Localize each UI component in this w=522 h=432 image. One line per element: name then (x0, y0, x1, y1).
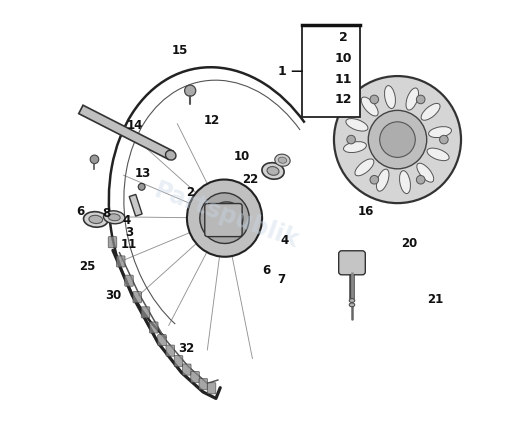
Ellipse shape (417, 163, 434, 182)
Polygon shape (79, 105, 173, 159)
Text: 1 —: 1 — (278, 65, 304, 78)
Circle shape (370, 175, 378, 184)
Text: 12: 12 (335, 93, 352, 106)
Circle shape (334, 76, 461, 203)
Text: 8: 8 (102, 207, 111, 220)
Text: 32: 32 (178, 342, 194, 355)
Circle shape (185, 85, 196, 96)
Ellipse shape (108, 214, 120, 221)
Text: 3: 3 (125, 226, 133, 239)
Ellipse shape (349, 299, 355, 302)
Circle shape (417, 175, 425, 184)
Text: 12: 12 (204, 114, 220, 127)
Ellipse shape (376, 169, 389, 191)
Text: 30: 30 (105, 289, 121, 302)
Text: 4: 4 (123, 214, 131, 227)
FancyBboxPatch shape (141, 307, 150, 318)
FancyBboxPatch shape (158, 334, 167, 346)
Circle shape (138, 183, 145, 190)
Ellipse shape (89, 215, 103, 223)
FancyBboxPatch shape (191, 372, 199, 383)
Text: 10: 10 (335, 52, 352, 65)
Text: 4: 4 (280, 235, 289, 248)
FancyBboxPatch shape (108, 237, 117, 248)
Ellipse shape (349, 303, 355, 307)
FancyBboxPatch shape (205, 203, 242, 237)
Text: 20: 20 (401, 238, 417, 251)
Ellipse shape (421, 103, 440, 120)
Circle shape (369, 111, 426, 169)
Ellipse shape (406, 88, 419, 110)
FancyBboxPatch shape (207, 383, 216, 394)
FancyBboxPatch shape (339, 251, 365, 275)
Text: 11: 11 (335, 73, 352, 86)
FancyBboxPatch shape (125, 275, 133, 286)
Text: 13: 13 (135, 167, 151, 180)
Text: 16: 16 (358, 205, 374, 218)
Text: 10: 10 (233, 150, 250, 163)
FancyBboxPatch shape (166, 345, 174, 356)
Polygon shape (129, 194, 142, 216)
Ellipse shape (262, 163, 284, 179)
Bar (302, 25, 360, 117)
Ellipse shape (427, 148, 449, 161)
Ellipse shape (278, 157, 287, 163)
Ellipse shape (267, 167, 279, 175)
Ellipse shape (103, 211, 125, 224)
Ellipse shape (187, 180, 262, 257)
Ellipse shape (84, 212, 108, 227)
Text: 14: 14 (126, 119, 143, 132)
Text: 6: 6 (77, 205, 85, 218)
Ellipse shape (385, 86, 396, 108)
Circle shape (90, 155, 99, 164)
Circle shape (440, 135, 448, 144)
FancyBboxPatch shape (149, 322, 158, 333)
Text: 11: 11 (121, 238, 137, 251)
Ellipse shape (343, 142, 366, 152)
FancyBboxPatch shape (174, 356, 183, 367)
Ellipse shape (399, 171, 410, 194)
FancyBboxPatch shape (199, 378, 208, 390)
Text: 15: 15 (171, 44, 187, 57)
FancyBboxPatch shape (133, 292, 141, 303)
Ellipse shape (361, 97, 378, 116)
FancyBboxPatch shape (183, 364, 191, 375)
Text: 2: 2 (339, 32, 348, 44)
Text: Partspublik: Partspublik (151, 179, 302, 253)
Ellipse shape (429, 127, 452, 137)
Circle shape (347, 135, 355, 144)
Circle shape (210, 202, 243, 235)
Ellipse shape (200, 193, 249, 244)
Text: 21: 21 (426, 293, 443, 306)
Text: 6: 6 (263, 264, 271, 277)
Circle shape (370, 95, 378, 104)
Ellipse shape (165, 150, 176, 160)
Ellipse shape (355, 159, 374, 176)
Text: 7: 7 (278, 273, 286, 286)
Text: 22: 22 (242, 173, 258, 186)
FancyBboxPatch shape (116, 256, 125, 267)
Ellipse shape (275, 154, 290, 166)
Text: 2: 2 (186, 186, 194, 199)
Ellipse shape (346, 118, 368, 131)
Circle shape (417, 95, 425, 104)
Circle shape (379, 122, 416, 157)
Text: 25: 25 (79, 260, 96, 273)
